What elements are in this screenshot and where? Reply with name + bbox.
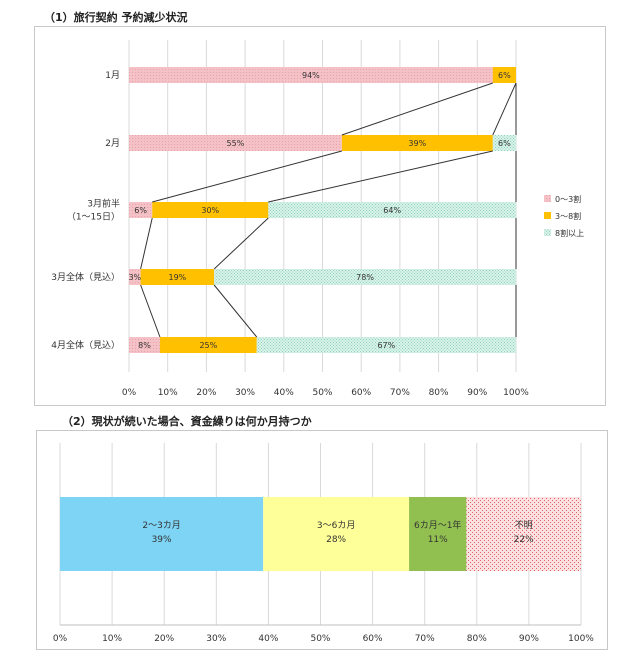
bar-segment bbox=[129, 135, 342, 151]
data-label: 55% bbox=[227, 139, 245, 148]
bar-segment bbox=[466, 497, 581, 571]
bar-segment bbox=[263, 497, 410, 571]
data-label: 6% bbox=[498, 139, 511, 148]
x-tick-label: 30% bbox=[235, 388, 255, 398]
x-tick-label: 10% bbox=[158, 388, 178, 398]
bar-segment bbox=[268, 202, 516, 218]
data-label: 25% bbox=[199, 341, 217, 350]
segment-name-label: 6カ月～1年 bbox=[414, 519, 461, 531]
category-label: （1～15日） bbox=[67, 212, 120, 223]
x-tick-label: 80% bbox=[429, 388, 449, 398]
category-label: 4月全体（見込） bbox=[51, 339, 120, 351]
series-line bbox=[152, 150, 342, 203]
series-line bbox=[140, 284, 161, 338]
x-tick-label: 60% bbox=[351, 388, 371, 398]
bar-segment bbox=[159, 337, 257, 353]
bar-segment bbox=[214, 269, 516, 285]
category-label: 2月 bbox=[105, 138, 120, 149]
x-tick-label: 70% bbox=[415, 634, 435, 644]
data-label: 6% bbox=[134, 206, 147, 215]
legend-swatch bbox=[544, 195, 551, 202]
x-tick-label: 100% bbox=[568, 634, 594, 644]
x-tick-label: 50% bbox=[310, 634, 330, 644]
data-label: 39% bbox=[408, 139, 426, 148]
bar-segment bbox=[140, 269, 215, 285]
series-line bbox=[492, 82, 517, 136]
bar-segment bbox=[129, 202, 153, 218]
x-tick-label: 20% bbox=[196, 388, 216, 398]
category-label: 3月前半 bbox=[87, 198, 120, 210]
legend-swatch bbox=[544, 229, 551, 236]
category-label: 1月 bbox=[105, 70, 120, 81]
bar-segment bbox=[492, 135, 516, 151]
legend-label: 0～3割 bbox=[555, 194, 581, 204]
series-line bbox=[341, 82, 493, 136]
x-tick-label: 0% bbox=[53, 634, 68, 644]
data-label: 28% bbox=[326, 535, 346, 545]
bar-segment bbox=[152, 202, 269, 218]
legend-label: 3～8割 bbox=[555, 211, 581, 221]
chart1-title: （1）旅行契約 予約減少状況 bbox=[44, 11, 188, 24]
x-tick-label: 90% bbox=[519, 634, 539, 644]
x-tick-label: 60% bbox=[363, 634, 383, 644]
segment-name-label: 2～3カ月 bbox=[142, 520, 180, 531]
x-tick-label: 100% bbox=[503, 388, 529, 398]
data-label: 3% bbox=[128, 273, 141, 282]
data-label: 6% bbox=[498, 71, 511, 80]
x-tick-label: 30% bbox=[206, 634, 226, 644]
chart1-svg: 0% 10% 20% 30% 40% 50% 60% 70% 80% 90% 100% 1月 2月 3月前… bbox=[51, 40, 584, 398]
bar-segment bbox=[129, 337, 160, 353]
chart2-title: （2）現状が続いた場合、資金繰りは何か月持つか bbox=[62, 415, 312, 428]
data-label: 19% bbox=[168, 273, 186, 282]
x-tick-label: 20% bbox=[154, 634, 174, 644]
series-line bbox=[213, 217, 269, 270]
x-tick-label: 0% bbox=[122, 388, 137, 398]
series-line bbox=[140, 217, 153, 270]
data-label: 8% bbox=[138, 341, 151, 350]
x-tick-label: 90% bbox=[467, 388, 487, 398]
legend-swatch bbox=[544, 212, 551, 219]
x-tick-label: 40% bbox=[274, 388, 294, 398]
series-line bbox=[268, 150, 493, 203]
segment-name-label: 不明 bbox=[515, 520, 533, 531]
x-tick-label: 40% bbox=[258, 634, 278, 644]
bar-segment bbox=[341, 135, 493, 151]
data-label: 30% bbox=[201, 206, 219, 215]
bar-segment bbox=[409, 497, 467, 571]
data-label: 78% bbox=[356, 273, 374, 282]
x-tick-label: 10% bbox=[102, 634, 122, 644]
series-line bbox=[213, 284, 258, 338]
segment-name-label: 3～6カ月 bbox=[317, 520, 355, 531]
x-tick-label: 50% bbox=[312, 388, 332, 398]
data-label: 94% bbox=[302, 71, 320, 80]
bar-segment bbox=[60, 497, 264, 571]
bar-segment bbox=[256, 337, 516, 353]
data-label: 22% bbox=[514, 535, 534, 545]
data-label: 67% bbox=[377, 341, 395, 350]
x-tick-label: 70% bbox=[390, 388, 410, 398]
category-label: 3月全体（見込） bbox=[51, 271, 120, 283]
bar-segment bbox=[492, 67, 516, 83]
data-label: 64% bbox=[383, 206, 401, 215]
bar-segment bbox=[129, 67, 493, 83]
legend-label: 8割以上 bbox=[555, 228, 584, 238]
data-label: 11% bbox=[428, 535, 448, 545]
x-tick-label: 80% bbox=[467, 634, 487, 644]
data-label: 39% bbox=[152, 535, 172, 545]
bar-segment bbox=[129, 269, 141, 285]
